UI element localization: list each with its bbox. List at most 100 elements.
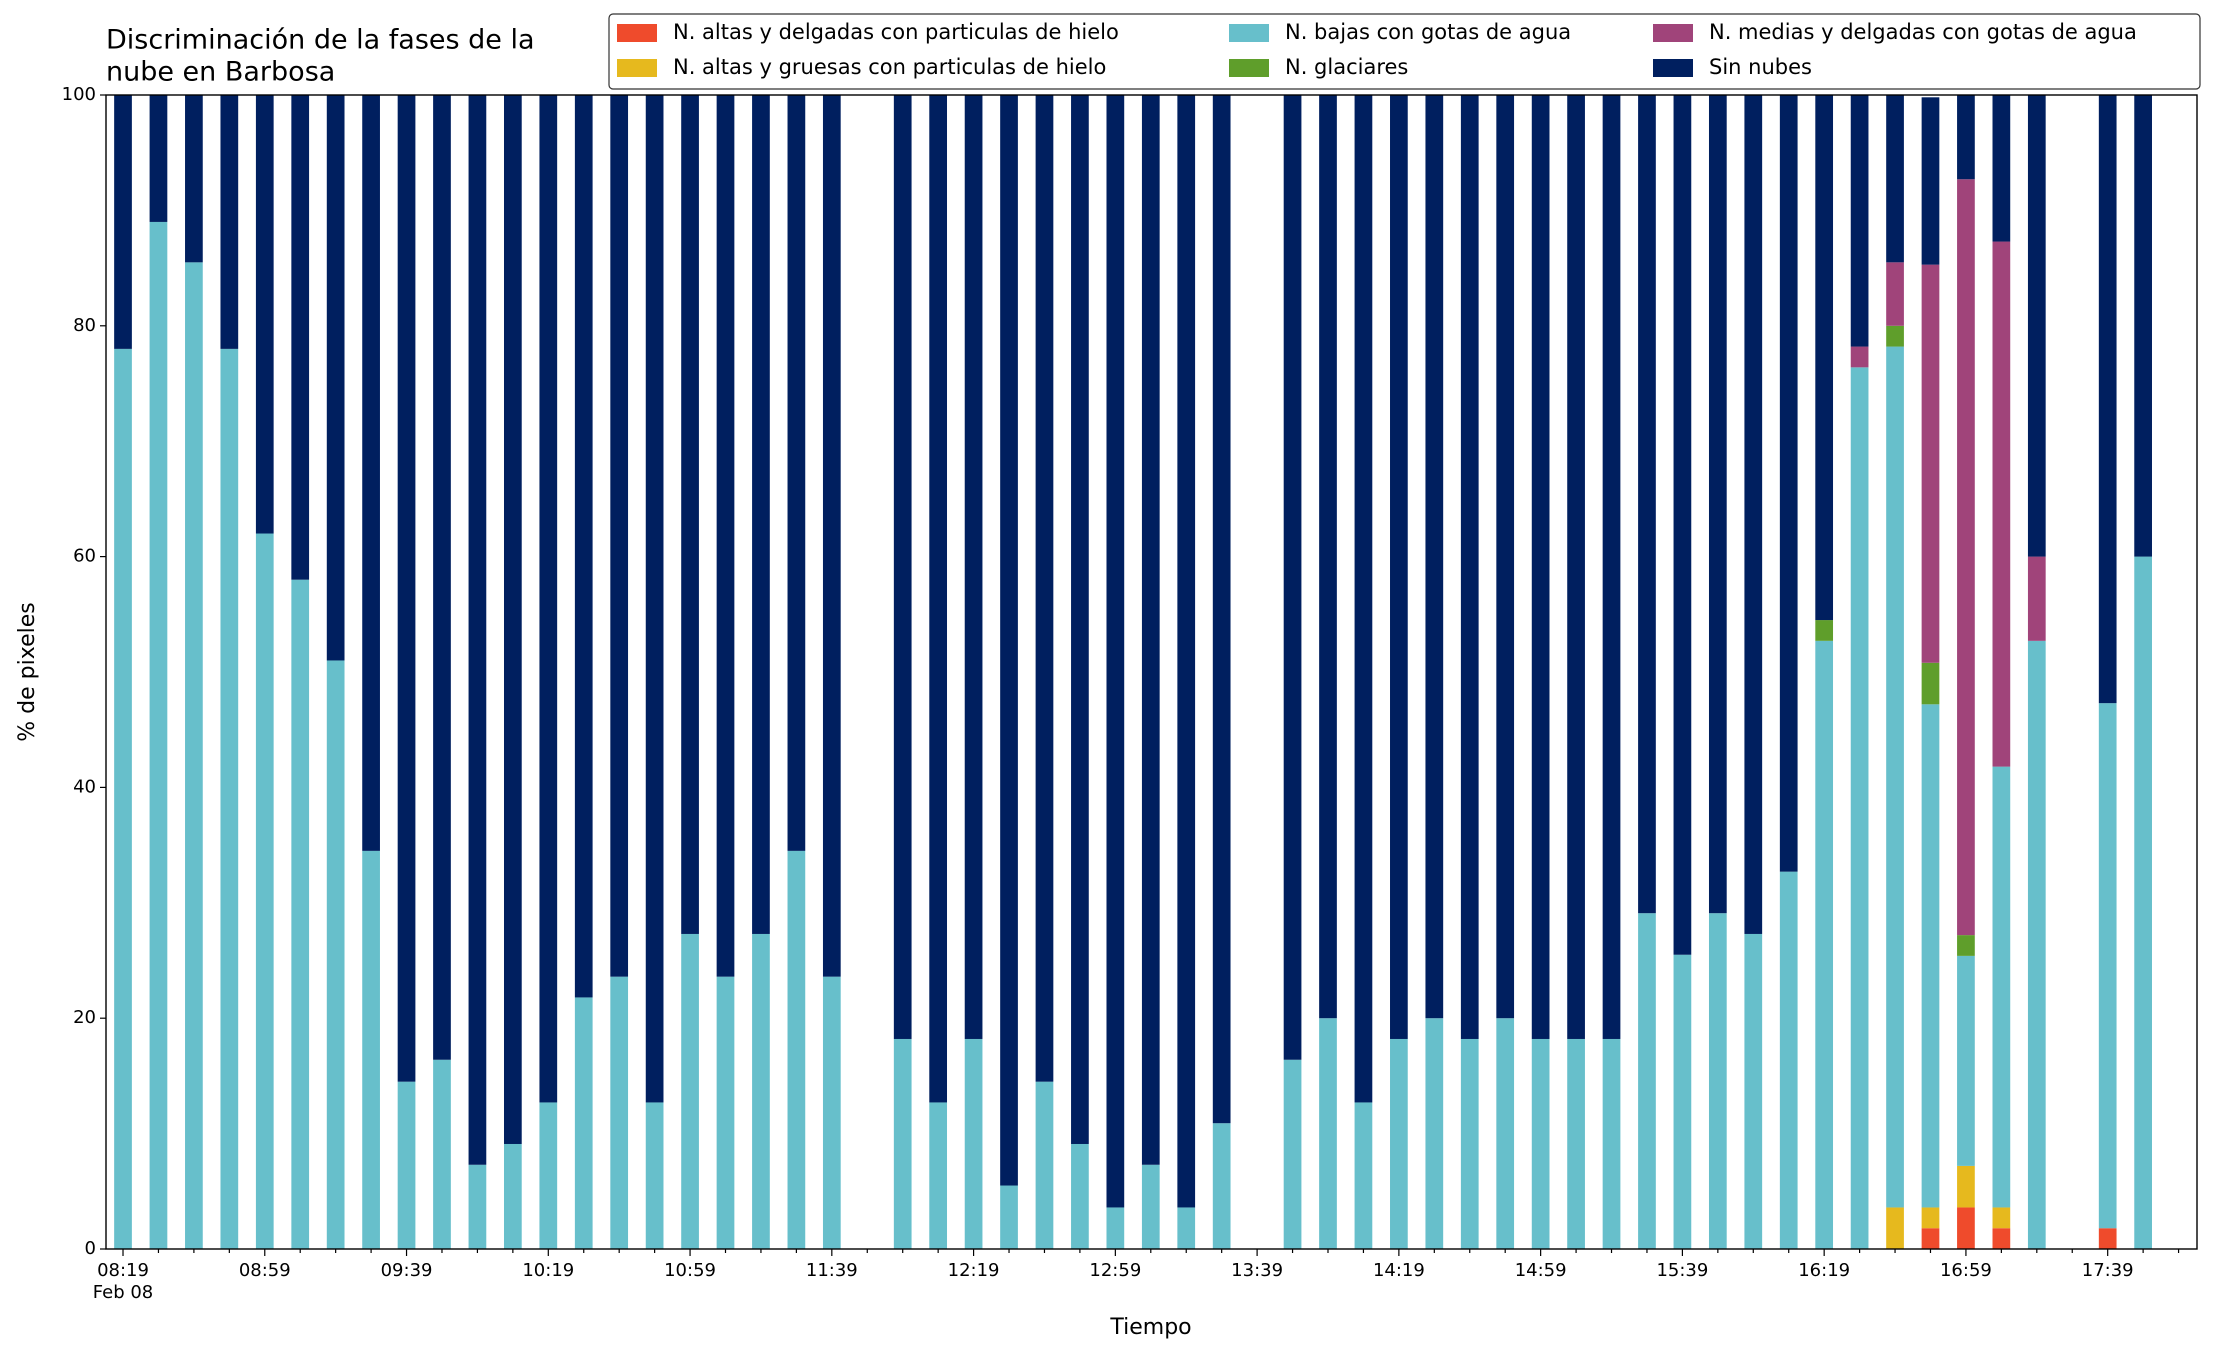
bar-segment xyxy=(929,1102,948,1249)
x-tick-label: 17:39 xyxy=(2082,1260,2134,1281)
x-tick-label: 16:59 xyxy=(1940,1260,1992,1281)
bar-segment xyxy=(1815,620,1834,641)
legend-swatch xyxy=(1229,24,1269,42)
bar-segment xyxy=(1921,1228,1940,1249)
bar-segment xyxy=(1071,95,1089,1144)
x-tick-label: 10:19 xyxy=(522,1260,574,1281)
bar-segment xyxy=(362,850,380,1249)
bar-segment xyxy=(2098,703,2117,1229)
legend-label: N. bajas con gotas de agua xyxy=(1285,20,1571,44)
bar-segment xyxy=(1354,1102,1373,1249)
bar-segment xyxy=(1815,640,1834,1249)
legend-swatch xyxy=(1229,59,1269,77)
bar-segment xyxy=(2098,95,2117,704)
bar-segment xyxy=(1283,1059,1302,1249)
bar-segment xyxy=(1177,1207,1196,1249)
bar-segment xyxy=(1992,1228,2011,1249)
y-tick-label: 0 xyxy=(85,1238,96,1259)
bar-segment xyxy=(1496,95,1515,1019)
chart-title: nube en Barbosa xyxy=(106,57,335,88)
bar-segment xyxy=(2134,556,2152,1249)
bar-segment xyxy=(1992,766,2011,1208)
bar-segment xyxy=(255,533,274,1249)
bar-segment xyxy=(1708,913,1727,1249)
y-tick-label: 60 xyxy=(73,546,96,567)
bar-segment xyxy=(1921,264,1940,663)
x-tick-label: 09:39 xyxy=(381,1260,433,1281)
x-tick-label: 08:19 xyxy=(97,1260,149,1281)
bar-segment xyxy=(2098,1228,2117,1249)
bar-segment xyxy=(752,95,770,934)
bar-segment xyxy=(1425,95,1444,1019)
bar-segment xyxy=(1886,325,1904,347)
legend-label: Sin nubes xyxy=(1709,55,1812,79)
bar-segment xyxy=(1460,95,1479,1039)
bar-segment xyxy=(1106,1207,1125,1249)
bar-segment xyxy=(1567,1038,1585,1249)
bar-segment xyxy=(2134,95,2152,557)
bar-segment xyxy=(574,997,593,1249)
bar-segment xyxy=(1567,95,1585,1039)
x-tick-label: 12:19 xyxy=(948,1260,1000,1281)
x-tick-label: 15:39 xyxy=(1656,1260,1708,1281)
x-tick-label: 08:59 xyxy=(239,1260,291,1281)
y-tick-label: 40 xyxy=(73,776,96,797)
x-tick-label: 14:19 xyxy=(1373,1260,1425,1281)
bar-segment xyxy=(787,850,806,1249)
y-axis-label: % de pixeles xyxy=(15,602,40,741)
bar-segment xyxy=(539,95,558,1103)
bar-segment xyxy=(1141,1164,1160,1249)
bar-segment xyxy=(1425,1018,1444,1249)
bar-segment xyxy=(503,95,522,1144)
bar-segment xyxy=(1992,95,2011,242)
bar-segment xyxy=(114,348,132,1249)
bar-segment xyxy=(1957,1207,1975,1249)
bar-segment xyxy=(1212,95,1231,1124)
bar-segment xyxy=(539,1102,558,1249)
bar-segment xyxy=(362,95,380,851)
bar-segment xyxy=(1815,95,1834,621)
bar-segment xyxy=(1673,95,1692,955)
bar-segment xyxy=(1071,1143,1089,1249)
bar-segment xyxy=(1319,95,1337,1019)
bar-segment xyxy=(1744,95,1763,934)
bar-segment xyxy=(2027,95,2046,557)
x-axis-label: Tiempo xyxy=(1109,1315,1191,1340)
bar-segment xyxy=(964,95,983,1039)
legend-swatch xyxy=(617,24,657,42)
bar-segment xyxy=(2027,556,2046,641)
bar-segment xyxy=(1673,954,1692,1249)
bar-segment xyxy=(1000,95,1018,1186)
bar-segment xyxy=(1141,95,1160,1165)
bar-segment xyxy=(1957,95,1975,180)
bar-segment xyxy=(1850,95,1869,347)
bar-segment xyxy=(433,1059,451,1249)
bar-segment xyxy=(1957,955,1975,1166)
bar-segment xyxy=(1744,933,1763,1249)
legend: N. altas y delgadas con particulas de hi… xyxy=(608,13,2201,90)
bar-segment xyxy=(255,95,274,534)
bar-segment xyxy=(681,933,699,1249)
bar-segment xyxy=(1177,95,1196,1208)
legend-label: N. altas y gruesas con particulas de hie… xyxy=(673,55,1106,79)
legend-label: N. glaciares xyxy=(1285,55,1408,79)
legend-swatch xyxy=(1653,59,1693,77)
bar-segment xyxy=(2027,640,2046,1249)
bar-segment xyxy=(929,95,948,1103)
bar-segment xyxy=(149,221,168,1250)
bar-segment xyxy=(1496,1018,1515,1249)
bar-segment xyxy=(1000,1185,1018,1249)
plot-frame xyxy=(105,94,2198,1250)
legend-label: N. medias y delgadas con gotas de agua xyxy=(1709,20,2137,44)
bar-segment xyxy=(149,95,168,222)
bar-segment xyxy=(752,933,770,1249)
x-tick-label: 16:19 xyxy=(1798,1260,1850,1281)
y-tick-label: 80 xyxy=(73,315,96,336)
bar-segment xyxy=(681,95,699,934)
bar-segment xyxy=(1886,95,1904,263)
bar-segment xyxy=(397,1081,416,1249)
bar-segment xyxy=(1921,662,1940,705)
bar-segment xyxy=(610,976,629,1249)
bar-segment xyxy=(1602,95,1621,1039)
bar-segment xyxy=(1602,1038,1621,1249)
